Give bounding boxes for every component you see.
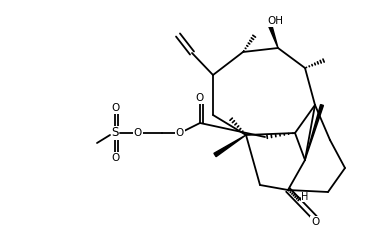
Text: O: O	[176, 128, 184, 138]
Text: O: O	[134, 128, 142, 138]
Text: O: O	[111, 153, 119, 163]
Text: O: O	[111, 103, 119, 113]
Polygon shape	[268, 24, 278, 48]
Text: OH: OH	[267, 16, 283, 26]
Text: O: O	[311, 217, 319, 227]
Text: H: H	[301, 192, 309, 202]
Polygon shape	[214, 135, 246, 157]
Text: O: O	[196, 93, 204, 103]
Text: S: S	[111, 126, 119, 139]
Polygon shape	[305, 105, 323, 160]
